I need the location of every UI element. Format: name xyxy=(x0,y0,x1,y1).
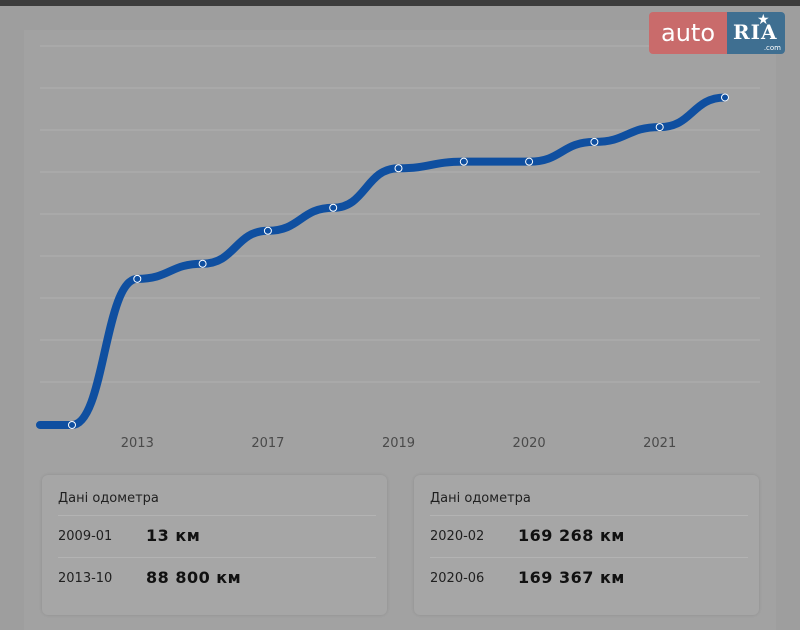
odometer-row: 2020-06 169 367 км xyxy=(430,557,748,599)
data-point[interactable] xyxy=(721,93,729,102)
odometer-value: 169 268 км xyxy=(518,526,625,545)
x-tick-label: 2013 xyxy=(121,436,154,451)
odometer-date: 2020-02 xyxy=(430,529,485,544)
data-point[interactable] xyxy=(198,259,207,268)
mileage-line xyxy=(36,93,729,429)
mileage-chart: 2013 2017 2019 2020 2021 xyxy=(36,45,760,451)
data-point[interactable] xyxy=(68,420,76,429)
data-point[interactable] xyxy=(590,137,599,146)
data-point[interactable] xyxy=(133,274,142,283)
logo-ria-block: ★ RIA .com xyxy=(727,12,786,54)
x-tick-label: 2019 xyxy=(382,436,415,451)
x-tick-label: 2017 xyxy=(251,436,284,451)
data-point[interactable] xyxy=(394,164,403,173)
x-axis-ticks: 2013 2017 2019 2020 2021 xyxy=(121,436,676,451)
odometer-value: 88 800 км xyxy=(146,568,242,587)
odometer-row: 2013-10 88 800 км xyxy=(58,557,376,599)
odometer-row: 2009-01 13 км xyxy=(58,515,376,557)
data-points xyxy=(68,93,729,429)
odometer-card-title: Дані одометра xyxy=(58,491,159,506)
odometer-card-left: Дані одометра 2009-01 13 км 2013-10 88 8… xyxy=(42,475,387,615)
data-point[interactable] xyxy=(655,123,664,132)
odometer-card-title: Дані одометра xyxy=(430,491,531,506)
odometer-date: 2009-01 xyxy=(58,529,113,544)
autoria-logo[interactable]: auto ★ RIA .com xyxy=(649,12,786,54)
x-tick-label: 2021 xyxy=(643,436,676,451)
star-icon: ★ xyxy=(757,12,770,28)
top-bar xyxy=(0,0,800,6)
logo-domain-text: .com xyxy=(763,44,782,52)
logo-ria-text: RIA xyxy=(733,20,778,44)
data-point[interactable] xyxy=(329,203,338,212)
odometer-row: 2020-02 169 268 км xyxy=(430,515,748,557)
odometer-date: 2013-10 xyxy=(58,571,113,586)
odometer-value: 169 367 км xyxy=(518,568,625,587)
logo-auto-text: auto xyxy=(649,12,728,54)
data-point[interactable] xyxy=(459,157,468,166)
data-point[interactable] xyxy=(263,226,272,235)
data-point[interactable] xyxy=(525,157,534,166)
odometer-value: 13 км xyxy=(146,526,201,545)
x-tick-label: 2020 xyxy=(513,436,546,451)
odometer-card-right: Дані одометра 2020-02 169 268 км 2020-06… xyxy=(414,475,759,615)
chart-grid xyxy=(40,45,760,383)
odometer-date: 2020-06 xyxy=(430,571,485,586)
